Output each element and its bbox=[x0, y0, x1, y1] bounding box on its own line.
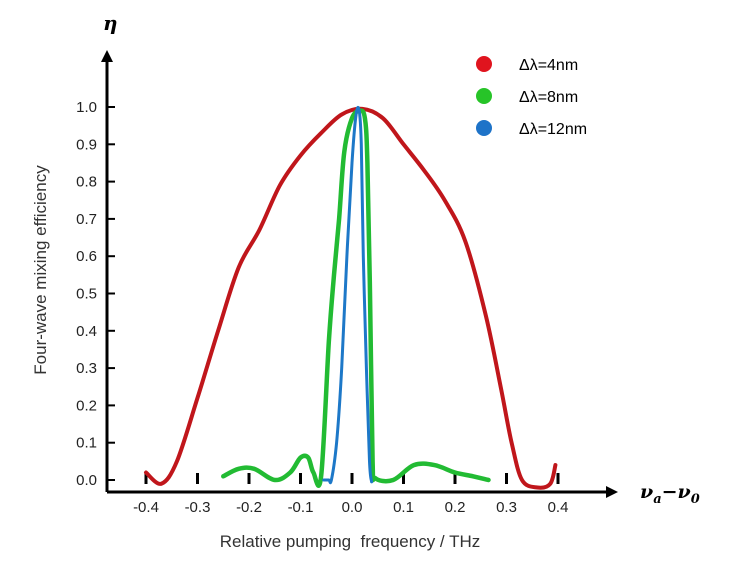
y-axis-symbol: η bbox=[103, 11, 118, 35]
legend-label: Δλ=12nm bbox=[519, 121, 587, 138]
y-tick-label: 0.7 bbox=[76, 211, 97, 228]
y-tick-label: 1.0 bbox=[76, 99, 97, 116]
y-tick-label: 0.1 bbox=[76, 435, 97, 452]
y-tick-label: 0.0 bbox=[76, 472, 97, 489]
y-tick-label: 0.2 bbox=[76, 397, 97, 414]
x-tick-label: -0.2 bbox=[236, 499, 262, 516]
x-tick-label: 0.0 bbox=[342, 499, 363, 516]
legend-label: Δλ=8nm bbox=[519, 89, 578, 106]
series-8nm-line bbox=[221, 108, 491, 488]
x-tick-label: 0.2 bbox=[445, 499, 466, 516]
x-tick-label: -0.4 bbox=[133, 499, 159, 516]
series-group bbox=[144, 105, 558, 490]
legend-label: Δλ=4nm bbox=[519, 57, 578, 74]
legend-marker bbox=[476, 56, 492, 72]
x-tick-label: 0.4 bbox=[548, 499, 569, 516]
y-tick-label: 0.8 bbox=[76, 174, 97, 191]
y-tick-label: 0.9 bbox=[76, 136, 97, 153]
y-tick-label: 0.3 bbox=[76, 360, 97, 377]
x-tick-label: -0.3 bbox=[185, 499, 211, 516]
x-tick-label: 0.3 bbox=[496, 499, 517, 516]
x-tick-label: -0.1 bbox=[288, 499, 314, 516]
x-axis-symbol: νa−ν0 bbox=[640, 481, 700, 507]
y-tick-label: 0.4 bbox=[76, 323, 97, 340]
legend-marker bbox=[476, 88, 492, 104]
y-tick-label: 0.5 bbox=[76, 286, 97, 303]
series-4nm-line bbox=[144, 106, 558, 490]
x-tick-label: 0.1 bbox=[393, 499, 414, 516]
y-axis-title: Four-wave mixing efficiency bbox=[31, 165, 50, 375]
series-12nm-line bbox=[322, 105, 374, 485]
y-tick-label: 0.6 bbox=[76, 248, 97, 265]
x-axis-title: Relative pumping frequency / THz bbox=[220, 532, 480, 551]
legend: Δλ=4nm Δλ=8nm Δλ=12nm bbox=[476, 56, 587, 138]
tick-group: 0.0 0.1 0.2 0.3 0.4 0.5 0.6 0.7 0.8 0.9 1.0 -0.4 -0.… bbox=[76, 99, 568, 516]
legend-marker bbox=[476, 120, 492, 136]
